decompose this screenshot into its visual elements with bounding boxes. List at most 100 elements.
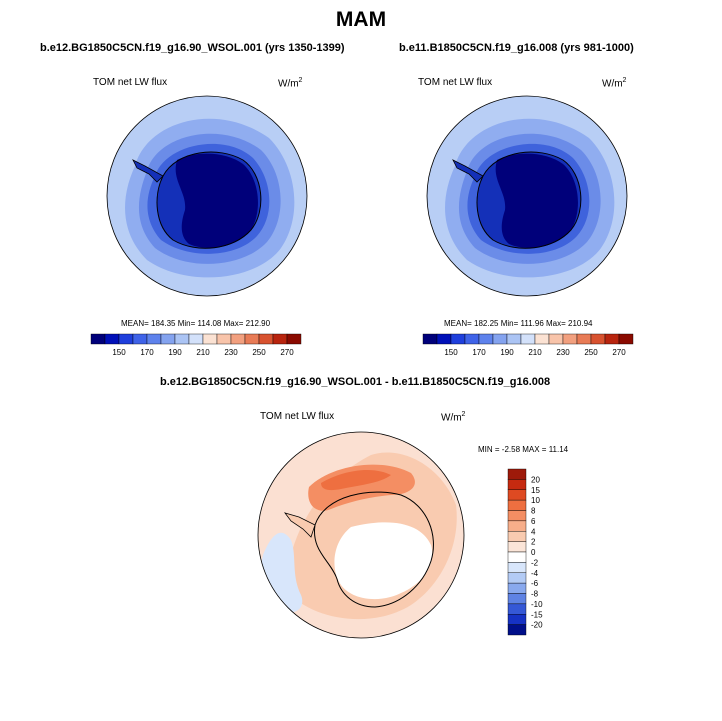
- colorbar-swatch: [436, 333, 452, 345]
- colorbar-swatch: [507, 572, 527, 584]
- colorbar-swatch: [506, 333, 522, 345]
- colorbar-swatch: [562, 333, 578, 345]
- colorbar-swatch: [534, 333, 550, 345]
- panel-2-stats: MEAN= 182.25 Min= 111.96 Max= 210.94: [444, 319, 593, 328]
- panel-2-polar-map: [426, 95, 628, 297]
- colorbar-tick-label: 190: [500, 348, 514, 357]
- colorbar-swatch: [548, 333, 564, 345]
- antarctic-peninsula: [452, 159, 484, 183]
- colorbar-tick-label: 250: [252, 348, 266, 357]
- season-title: MAM: [335, 8, 387, 31]
- colorbar-swatch: [507, 582, 527, 594]
- antarctica-coastline: [156, 151, 262, 249]
- colorbar-tick-label: 170: [472, 348, 486, 357]
- colorbar-tick-label: 190: [168, 348, 182, 357]
- colorbar-swatch: [507, 510, 527, 522]
- panel-2-units-label: W/m2: [602, 77, 627, 90]
- difference-title: b.e12.BG1850C5CN.f19_g16.90_WSOL.001 - b…: [160, 376, 551, 388]
- colorbar-swatch: [146, 333, 162, 345]
- antarctic-peninsula: [132, 159, 164, 183]
- colorbar-tick-label: -6: [531, 579, 539, 588]
- colorbar-swatch: [160, 333, 176, 345]
- panel-1-colorbar: 150170190210230250270290: [90, 333, 302, 357]
- panel-2-colorbar: 150170190210230250270290: [422, 333, 634, 357]
- colorbar-swatch: [604, 333, 620, 345]
- colorbar-swatch: [118, 333, 134, 345]
- panel-1-stats: MEAN= 184.35 Min= 114.08 Max= 212.90: [121, 319, 271, 328]
- colorbar-swatch: [507, 520, 527, 532]
- colorbar-swatch: [507, 531, 527, 542]
- colorbar-tick-label: 2: [531, 538, 536, 547]
- colorbar-swatch: [202, 333, 218, 345]
- panel-2-variable-label: TOM net LW flux: [418, 77, 493, 88]
- colorbar-swatch: [244, 333, 260, 345]
- colorbar-swatch: [422, 333, 438, 345]
- colorbar-swatch: [286, 333, 302, 345]
- colorbar-swatch: [507, 624, 527, 636]
- antarctica-interior: [175, 153, 258, 248]
- colorbar-swatch: [104, 333, 120, 345]
- colorbar-tick-label: -10: [531, 600, 543, 609]
- colorbar-swatch: [507, 479, 527, 490]
- difference-variable-label: TOM net LW flux: [260, 411, 335, 422]
- colorbar-swatch: [590, 333, 606, 345]
- colorbar-swatch: [188, 333, 204, 345]
- colorbar-swatch: [450, 333, 466, 345]
- colorbar-swatch: [478, 333, 494, 345]
- map-border: [106, 95, 308, 297]
- difference-polar-map: [257, 431, 465, 639]
- colorbar-tick-label: 20: [531, 475, 540, 484]
- colorbar-tick-label: -2: [531, 558, 539, 567]
- colorbar-swatch: [507, 593, 527, 605]
- colorbar-tick-label: 150: [444, 348, 458, 357]
- colorbar-tick-label: 4: [531, 527, 536, 536]
- colorbar-tick-label: -4: [531, 569, 539, 578]
- colorbar-swatch: [618, 333, 634, 345]
- antarctica-coastline: [476, 151, 582, 249]
- colorbar-swatch: [464, 333, 480, 345]
- colorbar-swatch: [492, 333, 508, 345]
- colorbar-tick-label: 270: [612, 348, 626, 357]
- colorbar-swatch: [132, 333, 148, 345]
- colorbar-tick-label: 270: [280, 348, 294, 357]
- colorbar-tick-label: 210: [196, 348, 210, 357]
- panel-1-variable-label: TOM net LW flux: [93, 77, 168, 88]
- panel-1-polar-map: [106, 95, 308, 297]
- colorbar-tick-label: 210: [528, 348, 542, 357]
- colorbar-swatch: [507, 603, 527, 615]
- colorbar-tick-label: 0: [531, 548, 536, 557]
- colorbar-tick-label: -15: [531, 610, 543, 619]
- antarctica-coastline: [314, 491, 434, 608]
- colorbar-tick-label: 15: [531, 486, 540, 495]
- antarctic-peninsula: [283, 512, 316, 538]
- colorbar-tick-label: -20: [531, 621, 543, 630]
- colorbar-swatch: [507, 499, 527, 511]
- colorbar-tick-label: 250: [584, 348, 598, 357]
- colorbar-swatch: [507, 541, 527, 553]
- neutral-interior: [334, 522, 433, 600]
- map-border: [257, 431, 465, 639]
- colorbar-swatch: [258, 333, 274, 345]
- colorbar-swatch: [507, 614, 527, 625]
- difference-units-label: W/m2: [441, 411, 466, 424]
- map-border: [426, 95, 628, 297]
- colorbar-tick-label: 6: [531, 517, 536, 526]
- panel-1-units-label: W/m2: [278, 77, 303, 90]
- colorbar-swatch: [272, 333, 288, 345]
- panel-1-case-title: b.e12.BG1850C5CN.f19_g16.90_WSOL.001 (yr…: [40, 42, 345, 54]
- colorbar-tick-label: 8: [531, 507, 536, 516]
- colorbar-tick-label: 10: [531, 496, 540, 505]
- colorbar-tick-label: 230: [556, 348, 570, 357]
- antarctica-interior: [495, 153, 578, 248]
- colorbar-swatch: [90, 333, 106, 345]
- colorbar-tick-label: 230: [224, 348, 238, 357]
- colorbar-swatch: [230, 333, 246, 345]
- colorbar-swatch: [576, 333, 592, 345]
- colorbar-swatch: [507, 562, 527, 573]
- colorbar-swatch: [174, 333, 190, 345]
- warm-anomaly-peak: [321, 469, 391, 491]
- colorbar-swatch: [216, 333, 232, 345]
- difference-minmax: MIN = -2.58 MAX = 11.14: [478, 445, 569, 454]
- colorbar-swatch: [507, 468, 527, 480]
